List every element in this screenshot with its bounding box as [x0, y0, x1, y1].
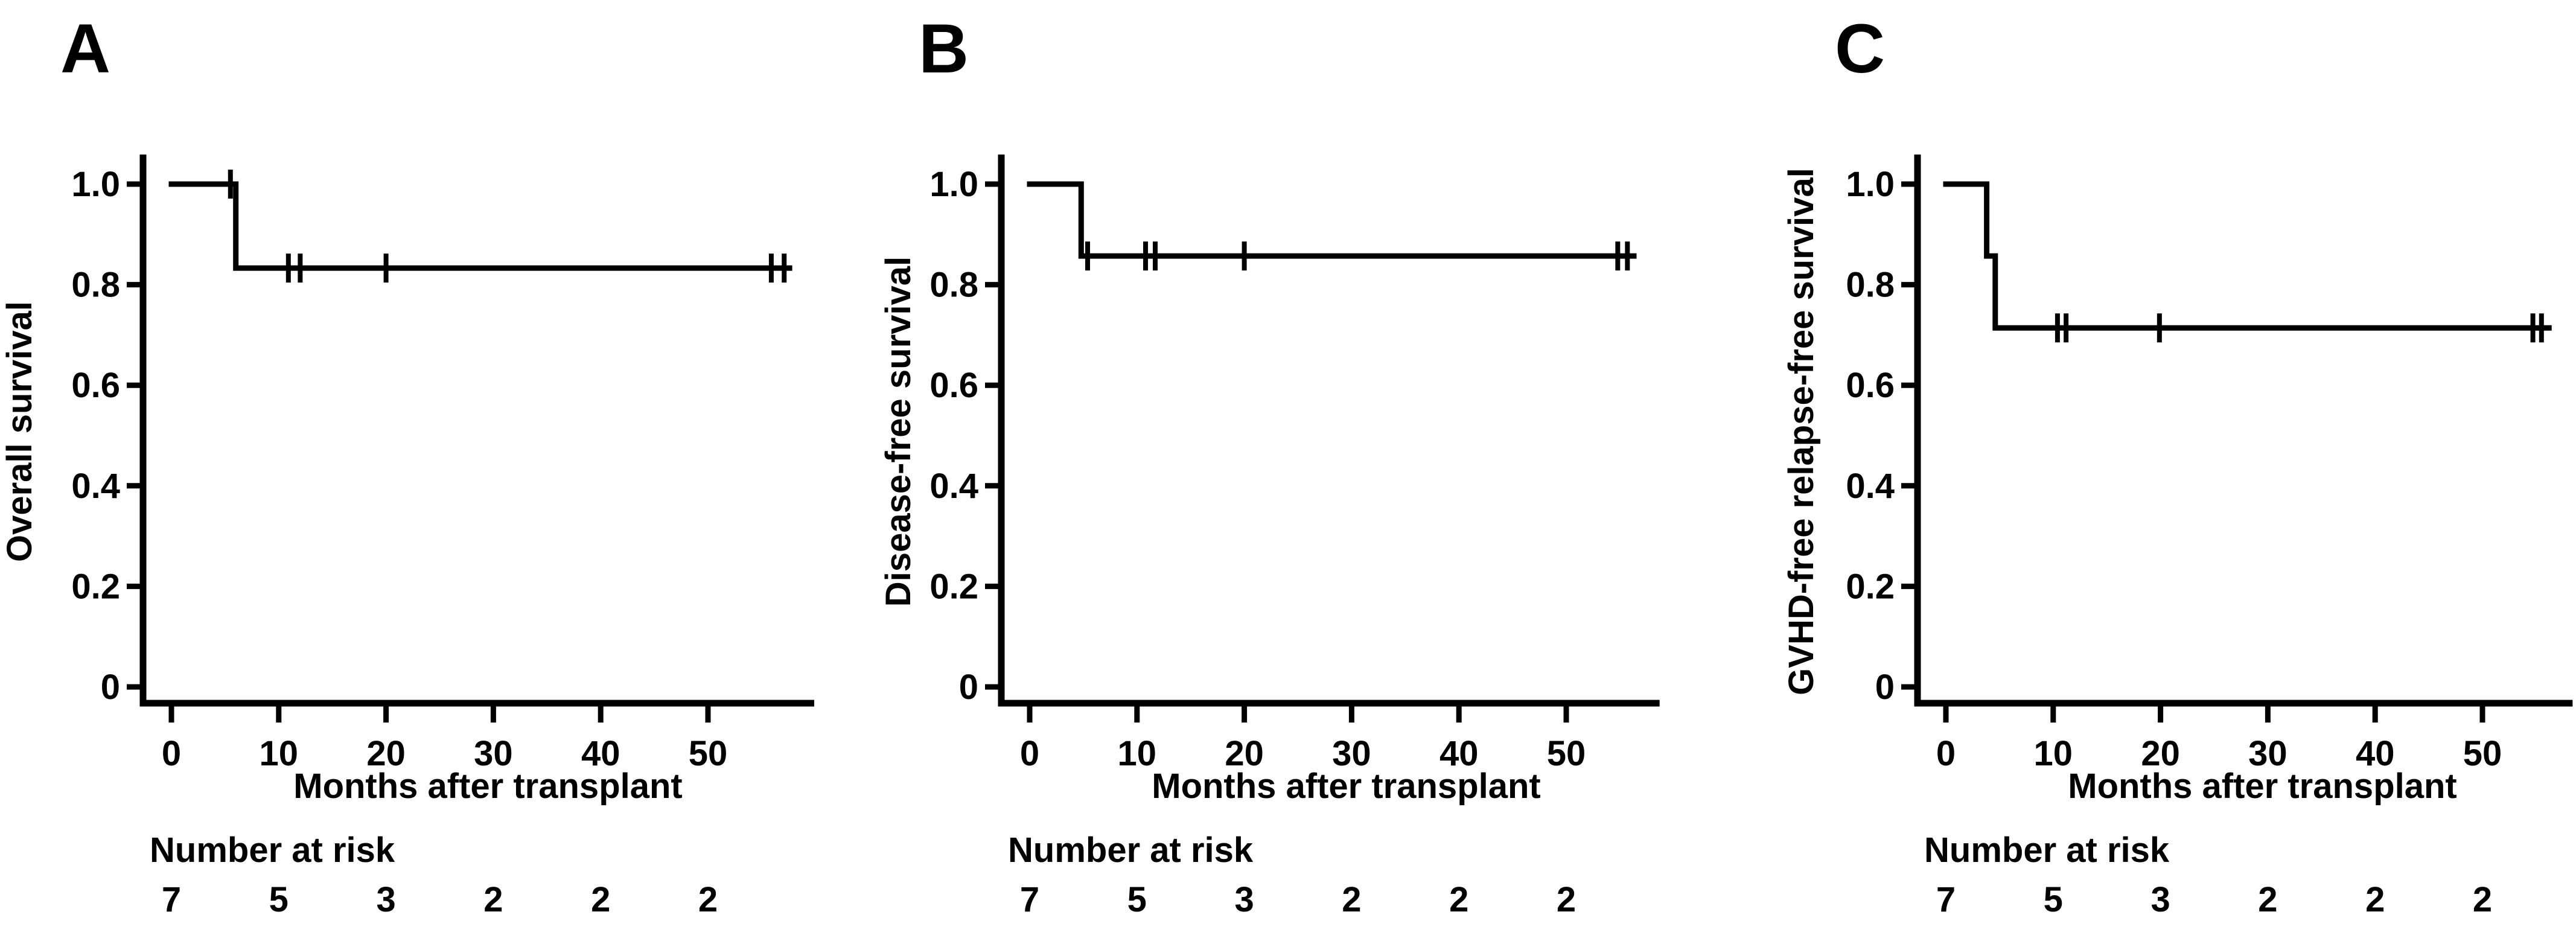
risk-count: 7 [162, 880, 181, 919]
x-axis-title: Months after transplant [293, 767, 683, 806]
risk-count: 5 [1127, 880, 1147, 919]
y-tick-label: 0 [959, 668, 978, 707]
y-tick-label: 1.0 [1846, 165, 1895, 204]
risk-count: 3 [2150, 880, 2170, 919]
panel-a: A Overall survival 1.0 0.8 0.6 0.4 0.2 0 0 10 20 30… [0, 10, 815, 919]
y-tick-label: 0.2 [929, 567, 978, 606]
y-tick-label: 0 [101, 668, 120, 707]
risk-count: 3 [1234, 880, 1254, 919]
risk-count: 7 [1020, 880, 1039, 919]
x-tick-label: 20 [1225, 734, 1264, 773]
y-tick-label: 0.8 [1846, 266, 1895, 305]
x-tick-label: 10 [2034, 734, 2073, 773]
risk-count: 7 [1936, 880, 1956, 919]
x-tick-label: 20 [366, 734, 406, 773]
panel-letter: B [919, 10, 969, 88]
x-tick-label: 50 [2463, 734, 2502, 773]
x-tick-label: 10 [260, 734, 299, 773]
risk-count: 3 [376, 880, 395, 919]
x-tick-label: 50 [1547, 734, 1586, 773]
survival-curve [1943, 181, 2552, 331]
y-tick-label: 0.2 [71, 567, 120, 606]
y-tick-label: 0.6 [929, 366, 978, 405]
risk-count: 2 [1449, 880, 1468, 919]
x-tick-label: 30 [2248, 734, 2287, 773]
x-tick-label: 40 [581, 734, 620, 773]
y-tick-label: 0.6 [1846, 366, 1895, 405]
x-tick-label: 20 [2141, 734, 2180, 773]
risk-count: 2 [1342, 880, 1361, 919]
risk-count: 2 [2473, 880, 2492, 919]
x-tick-label: 10 [1118, 734, 1157, 773]
y-tick-label: 0.4 [929, 467, 978, 506]
risk-count: 5 [269, 880, 289, 919]
y-axis-title: GVHD-free relapse-free survival [1782, 168, 1821, 695]
risk-table-label: Number at risk [1924, 831, 2170, 870]
x-axis-title: Months after transplant [1152, 767, 1541, 806]
y-tick-label: 0.4 [71, 467, 120, 506]
y-axis-title: Overall survival [0, 301, 39, 562]
x-tick-label: 50 [689, 734, 728, 773]
y-tick-label: 0.4 [1846, 467, 1895, 506]
panel-c: C GVHD-free relapse-free survival 1.0 0.8 0.… [1782, 10, 2573, 919]
x-tick-label: 0 [162, 734, 181, 773]
y-tick-label: 0.6 [71, 366, 120, 405]
survival-curve [1027, 181, 1637, 259]
y-tick-label: 1.0 [71, 165, 120, 204]
risk-count: 2 [483, 880, 503, 919]
x-tick-label: 30 [1332, 734, 1371, 773]
risk-table-label: Number at risk [150, 831, 395, 870]
x-tick-label: 40 [2356, 734, 2395, 773]
x-tick-label: 30 [474, 734, 513, 773]
x-tick-label: 40 [1439, 734, 1479, 773]
y-tick-label: 0.8 [71, 266, 120, 305]
x-axis-title: Months after transplant [2068, 767, 2457, 806]
panel-letter: A [60, 10, 110, 88]
risk-count: 5 [2044, 880, 2063, 919]
y-tick-label: 0.8 [929, 266, 978, 305]
x-tick-label: 0 [1020, 734, 1039, 773]
survival-curve [168, 181, 792, 271]
risk-count: 2 [698, 880, 718, 919]
risk-table-label: Number at risk [1008, 831, 1254, 870]
risk-count: 2 [1557, 880, 1576, 919]
y-tick-label: 1.0 [929, 165, 978, 204]
risk-count: 2 [591, 880, 610, 919]
x-tick-label: 0 [1936, 734, 1956, 773]
risk-count: 2 [2365, 880, 2385, 919]
panel-b: B Disease-free survival 1.0 0.8 0.6 0.4 0.2 0 0 1… [879, 10, 1660, 919]
y-tick-label: 0 [1875, 668, 1895, 707]
y-tick-label: 0.2 [1846, 567, 1895, 606]
y-axis-title: Disease-free survival [879, 257, 918, 607]
panel-letter: C [1835, 10, 1885, 88]
risk-count: 2 [2258, 880, 2277, 919]
